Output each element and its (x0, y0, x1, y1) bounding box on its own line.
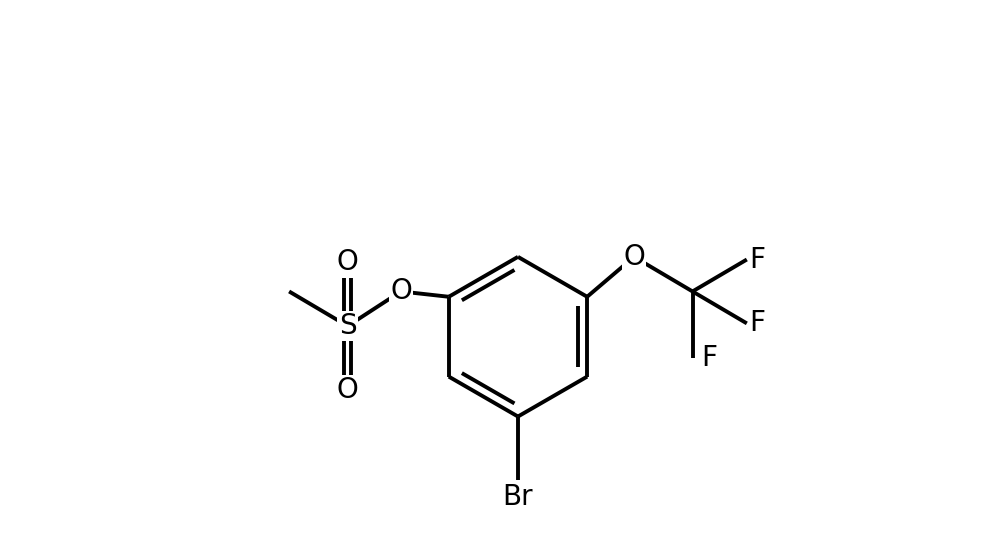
Text: F: F (748, 246, 764, 273)
Text: O: O (336, 248, 358, 276)
Text: F: F (748, 309, 764, 338)
Text: S: S (338, 312, 356, 340)
Text: O: O (389, 278, 411, 305)
Text: O: O (336, 376, 358, 404)
Text: Br: Br (503, 484, 533, 511)
Text: F: F (701, 344, 717, 372)
Text: O: O (623, 243, 644, 271)
